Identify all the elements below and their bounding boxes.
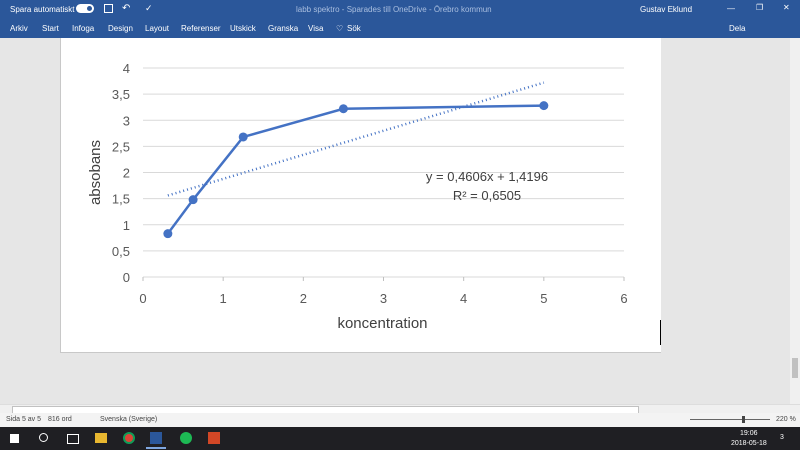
redo-icon[interactable]: ✓ bbox=[145, 3, 153, 13]
y-tick-label: 4 bbox=[123, 61, 130, 76]
ribbon-tab[interactable]: Design bbox=[108, 24, 133, 33]
data-point bbox=[539, 101, 549, 111]
search[interactable]: Sök bbox=[347, 24, 361, 33]
language[interactable]: Svenska (Sverige) bbox=[100, 416, 158, 423]
ribbon-tab[interactable]: Utskick bbox=[230, 24, 256, 33]
y-tick-label: 2,5 bbox=[112, 139, 130, 154]
taskbar: 19:06 2018-05-18 3 bbox=[0, 427, 800, 450]
x-tick-label: 6 bbox=[620, 291, 627, 306]
text-cursor bbox=[660, 320, 661, 345]
x-axis-label: koncentration bbox=[337, 315, 427, 332]
active-indicator bbox=[146, 447, 166, 449]
clock-time[interactable]: 19:06 bbox=[740, 430, 758, 437]
data-point bbox=[338, 104, 348, 114]
ribbon-tab[interactable]: Referenser bbox=[181, 24, 221, 33]
zoom-slider[interactable] bbox=[690, 416, 770, 423]
minimize[interactable]: — bbox=[727, 4, 735, 13]
close[interactable]: ✕ bbox=[783, 3, 790, 12]
x-tick-label: 0 bbox=[139, 291, 146, 306]
autosave-label: Spara automatiskt bbox=[10, 5, 75, 14]
x-tick-label: 4 bbox=[460, 291, 467, 306]
ribbon-tab[interactable]: Start bbox=[42, 24, 59, 33]
data-point bbox=[163, 229, 173, 239]
x-tick-label: 2 bbox=[300, 291, 307, 306]
ribbon-tab[interactable]: Layout bbox=[145, 24, 170, 33]
chrome-icon[interactable] bbox=[123, 432, 135, 444]
undo-icon[interactable]: ↶ bbox=[122, 3, 131, 14]
powerpoint-icon[interactable] bbox=[208, 432, 220, 444]
ribbon-tab[interactable]: Granska bbox=[268, 24, 299, 33]
y-tick-label: 0 bbox=[123, 270, 130, 285]
search-icon[interactable]: ♡ bbox=[336, 24, 344, 33]
y-tick-label: 2 bbox=[123, 166, 130, 181]
spotify-icon[interactable] bbox=[180, 432, 192, 444]
task-view[interactable] bbox=[67, 434, 79, 444]
save-icon[interactable] bbox=[104, 4, 113, 13]
start-button[interactable] bbox=[10, 434, 19, 443]
x-tick-label: 3 bbox=[380, 291, 387, 306]
x-tick-label: 1 bbox=[220, 291, 227, 306]
status-bar: Sida 5 av 5 816 ord Svenska (Sverige) 22… bbox=[0, 413, 800, 427]
vertical-scrollbar[interactable] bbox=[790, 38, 800, 404]
title-bar: Spara automatiskt ↶ ✓ labb spektro - Spa… bbox=[0, 0, 800, 18]
x-tick-label: 5 bbox=[540, 291, 547, 306]
share[interactable]: Dela bbox=[729, 24, 746, 33]
ribbon-tabs: ♡ Sök Dela Arkiv Start Infoga Design Layout R… bbox=[0, 18, 800, 38]
maximize[interactable]: ❐ bbox=[756, 3, 764, 12]
page-count: Sida 5 av 5 bbox=[6, 416, 42, 423]
autosave-toggle[interactable] bbox=[76, 4, 94, 13]
notifications[interactable]: 3 bbox=[780, 434, 784, 441]
data-point bbox=[188, 195, 198, 205]
ribbon-tab[interactable]: Infoga bbox=[72, 24, 95, 33]
ribbon-tab[interactable]: Arkiv bbox=[10, 24, 28, 33]
trendline-equation: y = 0,4606x + 1,4196 bbox=[426, 169, 548, 184]
chart: 0 0,5 1 1,5 2 2,5 3 3,5 4 0 1 2 3 4 5 6 koncentration abs… bbox=[87, 61, 628, 332]
zoom-level[interactable]: 220 % bbox=[776, 416, 796, 423]
ribbon-tab[interactable]: Visa bbox=[308, 24, 324, 33]
y-tick-label: 0,5 bbox=[112, 244, 130, 259]
y-tick-label: 1,5 bbox=[112, 192, 130, 207]
search-button[interactable] bbox=[39, 433, 48, 442]
clock-date[interactable]: 2018-05-18 bbox=[731, 440, 767, 447]
user-name[interactable]: Gustav Eklund bbox=[640, 5, 693, 14]
document-title: labb spektro - Sparades till OneDrive - … bbox=[296, 5, 492, 14]
y-tick-label: 3,5 bbox=[112, 87, 130, 102]
y-tick-label: 3 bbox=[123, 113, 130, 128]
trendline-equation: R² = 0,6505 bbox=[453, 188, 521, 203]
word-icon[interactable] bbox=[150, 432, 162, 444]
data-point bbox=[238, 132, 248, 142]
page bbox=[60, 38, 661, 353]
y-axis-label: absobans bbox=[87, 140, 104, 205]
explorer-icon[interactable] bbox=[95, 433, 107, 443]
y-tick-label: 1 bbox=[123, 218, 130, 233]
trendline bbox=[167, 81, 545, 197]
word-count: 816 ord bbox=[48, 416, 72, 423]
